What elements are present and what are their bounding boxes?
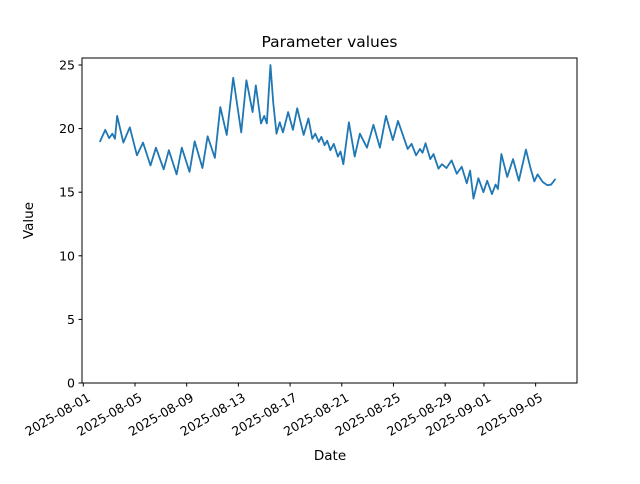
y-tick-label: 5 xyxy=(67,312,75,327)
y-tick-label: 20 xyxy=(59,121,75,136)
y-axis-label: Value xyxy=(21,202,37,239)
y-tick-label: 10 xyxy=(59,248,75,263)
y-tick-label: 15 xyxy=(59,185,75,200)
x-axis: 2025-08-012025-08-052025-08-092025-08-13… xyxy=(22,383,545,439)
chart-title: Parameter values xyxy=(262,33,398,51)
y-tick-label: 0 xyxy=(67,376,75,391)
y-axis: 0 5 10 15 20 25 xyxy=(59,57,82,391)
y-tick-label: 25 xyxy=(59,57,75,72)
x-axis-label: Date xyxy=(314,448,346,464)
plot-frame xyxy=(81,57,578,384)
data-line xyxy=(99,64,556,200)
